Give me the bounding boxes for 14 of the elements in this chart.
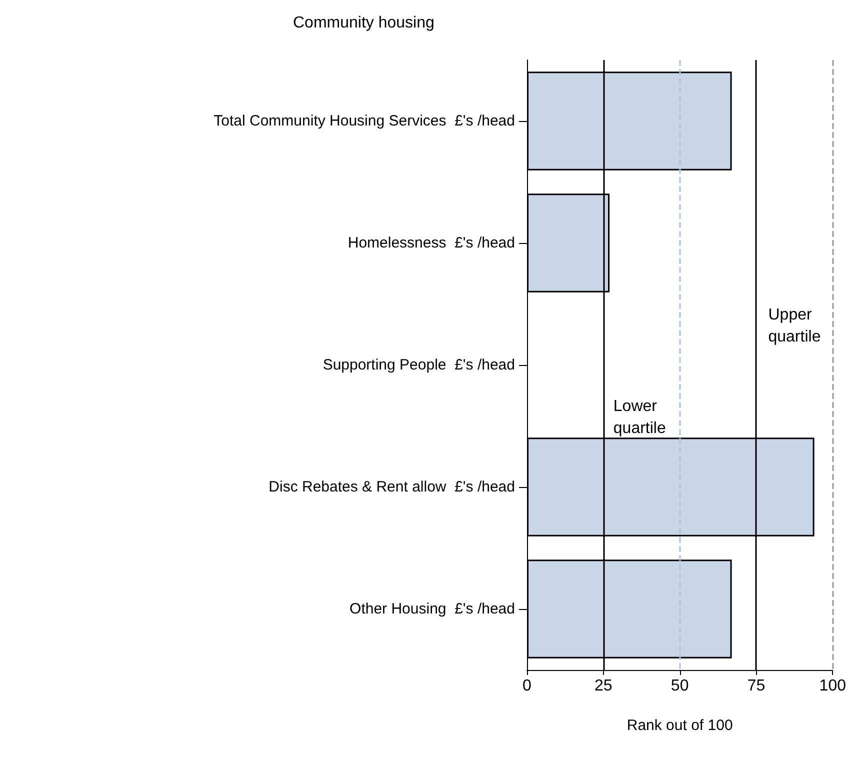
x-tick-label: 0 [522, 678, 532, 694]
text: Community housing [293, 14, 434, 32]
x-tick-label: 50 [670, 678, 689, 694]
ref-line-label: Lower quartile [613, 398, 666, 437]
x-tick-label: 100 [819, 678, 846, 694]
x-tick-label: 75 [747, 678, 766, 694]
y-tick-label: Total Community Housing Services £'s /head [214, 112, 515, 130]
y-tick-label: Supporting People £'s /head [322, 356, 515, 374]
x-tick-label: 25 [594, 678, 612, 694]
y-tick-label: Disc Rebates & Rent allow £'s /head [268, 478, 515, 496]
y-tick-label: Other Housing £'s /head [350, 600, 515, 618]
y-tick-label: Homelessness £'s /head [348, 234, 515, 252]
x-axis-title: Rank out of 100 [626, 717, 733, 734]
ref-line-label: Upper quartile [768, 306, 821, 346]
